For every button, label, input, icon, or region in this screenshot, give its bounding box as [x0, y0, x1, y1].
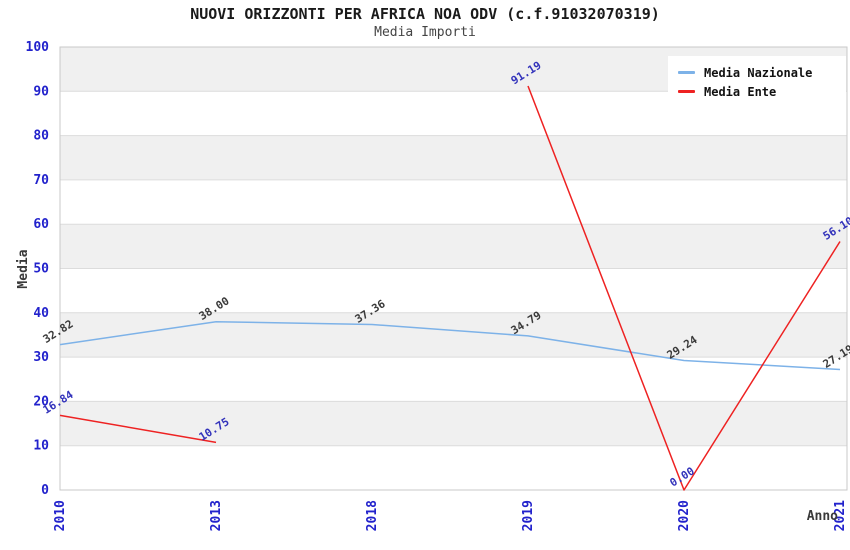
chart-title: NUOVI ORIZZONTI PER AFRICA NOA ODV (c.f.… — [190, 5, 660, 23]
legend-label-media-ente: Media Ente — [704, 84, 777, 99]
chart-subtitle: Media Importi — [374, 25, 476, 40]
y-tick-label: 100 — [26, 40, 50, 55]
plot-band — [60, 357, 847, 402]
y-tick-label: 20 — [33, 394, 49, 409]
legend-label-media-nazionale: Media Nazionale — [704, 65, 813, 80]
y-tick-label: 50 — [33, 262, 49, 277]
y-tick-label: 60 — [33, 217, 49, 232]
plot-band — [60, 401, 847, 446]
y-axis-label: Media — [16, 249, 31, 288]
legend-item-media-nazionale: Media Nazionale — [678, 63, 846, 82]
y-tick-label: 40 — [33, 306, 49, 321]
plot-border — [59, 46, 848, 491]
y-tick-label: 10 — [33, 439, 49, 454]
x-tick-label: 2019 — [521, 500, 536, 531]
x-tick-label: 2021 — [833, 500, 848, 531]
media-nazionale-line — [59, 320, 841, 371]
media-ente-line — [59, 85, 841, 491]
x-axis-label: Anno — [807, 509, 838, 524]
plot-band — [60, 224, 847, 269]
x-tick-label: 2018 — [365, 500, 380, 531]
y-tick-label: 90 — [33, 84, 49, 99]
y-tick-label: 30 — [33, 350, 49, 365]
plot-band — [60, 445, 847, 490]
plot-band — [60, 268, 847, 313]
plot-band — [60, 179, 847, 225]
y-tick-label: 80 — [33, 129, 49, 144]
plot-band — [60, 312, 847, 358]
legend: Media Nazionale Media Ente — [668, 56, 846, 102]
x-tick-label: 2013 — [209, 500, 224, 531]
plot-band — [60, 135, 847, 180]
x-tick-label: 2020 — [677, 500, 692, 531]
media-nazionale-line-swatch — [678, 71, 695, 74]
media-ente-line-swatch — [678, 90, 695, 93]
y-tick-label: 70 — [33, 173, 49, 188]
legend-item-media-ente: Media Ente — [678, 82, 846, 101]
y-tick-label: 0 — [41, 483, 49, 498]
x-tick-label: 2010 — [53, 500, 68, 531]
